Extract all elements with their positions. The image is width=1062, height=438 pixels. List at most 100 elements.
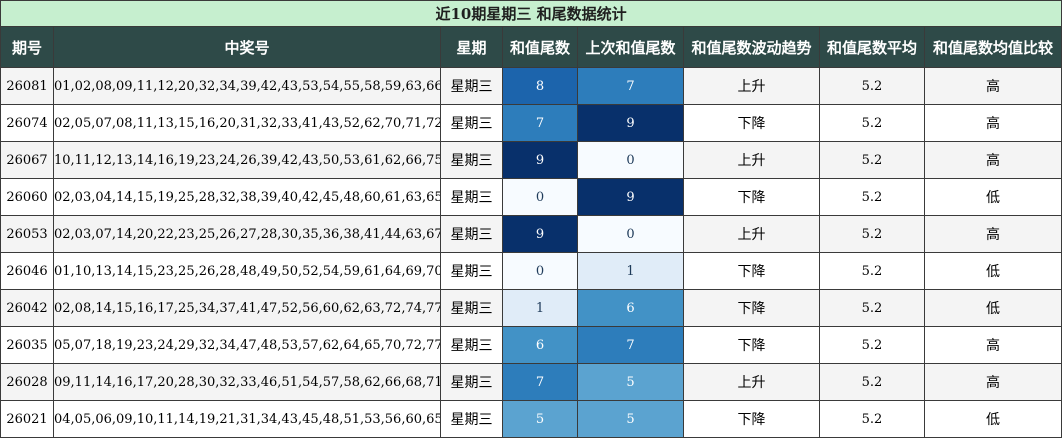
weekday-cell: 星期三 [440,252,503,290]
trend-cell: 上升 [683,67,820,105]
issue-cell: 26021 [0,400,54,438]
compare-cell: 低 [923,289,1062,327]
winning-numbers-cell: 02,03,04,14,15,19,25,28,32,38,39,40,42,4… [53,178,441,216]
weekday-cell: 星期三 [440,400,503,438]
weekday-cell: 星期三 [440,363,503,401]
header-trend: 和值尾数波动趋势 [683,26,820,68]
prev-tail-value-cell: 9 [577,178,684,216]
table-row: 26053 02,03,07,14,20,22,23,25,26,27,28,30… [0,215,1062,253]
prev-tail-value-cell: 1 [577,252,684,290]
compare-cell: 低 [923,178,1062,216]
prev-tail-value-cell: 7 [577,326,684,364]
trend-cell: 下降 [683,178,820,216]
winning-numbers-cell: 02,03,07,14,20,22,23,25,26,27,28,30,35,3… [53,215,441,253]
table-row: 26067 10,11,12,13,14,16,19,23,24,26,39,42… [0,141,1062,179]
average-cell: 5.2 [819,141,925,179]
average-cell: 5.2 [819,400,925,438]
issue-cell: 26067 [0,141,54,179]
average-cell: 5.2 [819,252,925,290]
compare-cell: 低 [923,252,1062,290]
compare-cell: 高 [923,215,1062,253]
table-row: 26035 05,07,18,19,23,24,29,32,34,47,48,53… [0,326,1062,364]
compare-cell: 高 [923,67,1062,105]
winning-numbers-cell: 05,07,18,19,23,24,29,32,34,47,48,53,57,6… [53,326,441,364]
weekday-cell: 星期三 [440,215,503,253]
compare-cell: 高 [923,141,1062,179]
table-title: 近10期星期三 和尾数据统计 [0,0,1062,27]
winning-numbers-cell: 01,02,08,09,11,12,20,32,34,39,42,43,53,5… [53,67,441,105]
header-compare: 和值尾数均值比较 [923,26,1062,68]
tail-value-cell: 1 [502,289,578,327]
table-row: 26028 09,11,14,16,17,20,28,30,32,33,46,51… [0,363,1062,401]
average-cell: 5.2 [819,215,925,253]
average-cell: 5.2 [819,67,925,105]
header-prev-tail: 上次和值尾数 [577,26,684,68]
compare-cell: 高 [923,363,1062,401]
prev-tail-value-cell: 5 [577,363,684,401]
weekday-cell: 星期三 [440,326,503,364]
tail-value-cell: 5 [502,400,578,438]
issue-cell: 26081 [0,67,54,105]
winning-numbers-cell: 04,05,06,09,10,11,14,19,21,31,34,43,45,4… [53,400,441,438]
trend-cell: 上升 [683,141,820,179]
tail-value-cell: 9 [502,215,578,253]
winning-numbers-cell: 10,11,12,13,14,16,19,23,24,26,39,42,43,5… [53,141,441,179]
table-row: 26021 04,05,06,09,10,11,14,19,21,31,34,43… [0,400,1062,438]
table-row: 26074 02,05,07,08,11,13,15,16,20,31,32,33… [0,104,1062,142]
header-average: 和值尾数平均 [819,26,925,68]
prev-tail-value-cell: 0 [577,215,684,253]
table-row: 26046 01,10,13,14,15,23,25,26,28,48,49,50… [0,252,1062,290]
table-body: 26081 01,02,08,09,11,12,20,32,34,39,42,43… [0,67,1062,438]
winning-numbers-cell: 02,05,07,08,11,13,15,16,20,31,32,33,41,4… [53,104,441,142]
trend-cell: 上升 [683,215,820,253]
issue-cell: 26028 [0,363,54,401]
issue-cell: 26042 [0,289,54,327]
tail-value-cell: 0 [502,178,578,216]
tail-value-cell: 6 [502,326,578,364]
average-cell: 5.2 [819,326,925,364]
trend-cell: 上升 [683,363,820,401]
issue-cell: 26046 [0,252,54,290]
issue-cell: 26035 [0,326,54,364]
weekday-cell: 星期三 [440,178,503,216]
average-cell: 5.2 [819,178,925,216]
compare-cell: 高 [923,326,1062,364]
prev-tail-value-cell: 5 [577,400,684,438]
average-cell: 5.2 [819,104,925,142]
prev-tail-value-cell: 0 [577,141,684,179]
weekday-cell: 星期三 [440,67,503,105]
prev-tail-value-cell: 7 [577,67,684,105]
trend-cell: 下降 [683,252,820,290]
tail-value-cell: 9 [502,141,578,179]
trend-cell: 下降 [683,104,820,142]
prev-tail-value-cell: 6 [577,289,684,327]
compare-cell: 高 [923,104,1062,142]
prev-tail-value-cell: 9 [577,104,684,142]
issue-cell: 26060 [0,178,54,216]
header-tail: 和值尾数 [502,26,578,68]
header-numbers: 中奖号 [53,26,441,68]
winning-numbers-cell: 01,10,13,14,15,23,25,26,28,48,49,50,52,5… [53,252,441,290]
compare-cell: 低 [923,400,1062,438]
winning-numbers-cell: 09,11,14,16,17,20,28,30,32,33,46,51,54,5… [53,363,441,401]
issue-cell: 26053 [0,215,54,253]
trend-cell: 下降 [683,289,820,327]
trend-cell: 下降 [683,326,820,364]
tail-value-cell: 7 [502,363,578,401]
tail-value-cell: 7 [502,104,578,142]
tail-value-cell: 8 [502,67,578,105]
table-row: 26042 02,08,14,15,16,17,25,34,37,41,47,52… [0,289,1062,327]
average-cell: 5.2 [819,289,925,327]
header-weekday: 星期 [440,26,503,68]
winning-numbers-cell: 02,08,14,15,16,17,25,34,37,41,47,52,56,6… [53,289,441,327]
issue-cell: 26074 [0,104,54,142]
header-issue: 期号 [0,26,54,68]
weekday-cell: 星期三 [440,289,503,327]
average-cell: 5.2 [819,363,925,401]
table-row: 26081 01,02,08,09,11,12,20,32,34,39,42,43… [0,67,1062,105]
trend-cell: 下降 [683,400,820,438]
tail-value-cell: 0 [502,252,578,290]
weekday-cell: 星期三 [440,141,503,179]
table-row: 26060 02,03,04,14,15,19,25,28,32,38,39,40… [0,178,1062,216]
